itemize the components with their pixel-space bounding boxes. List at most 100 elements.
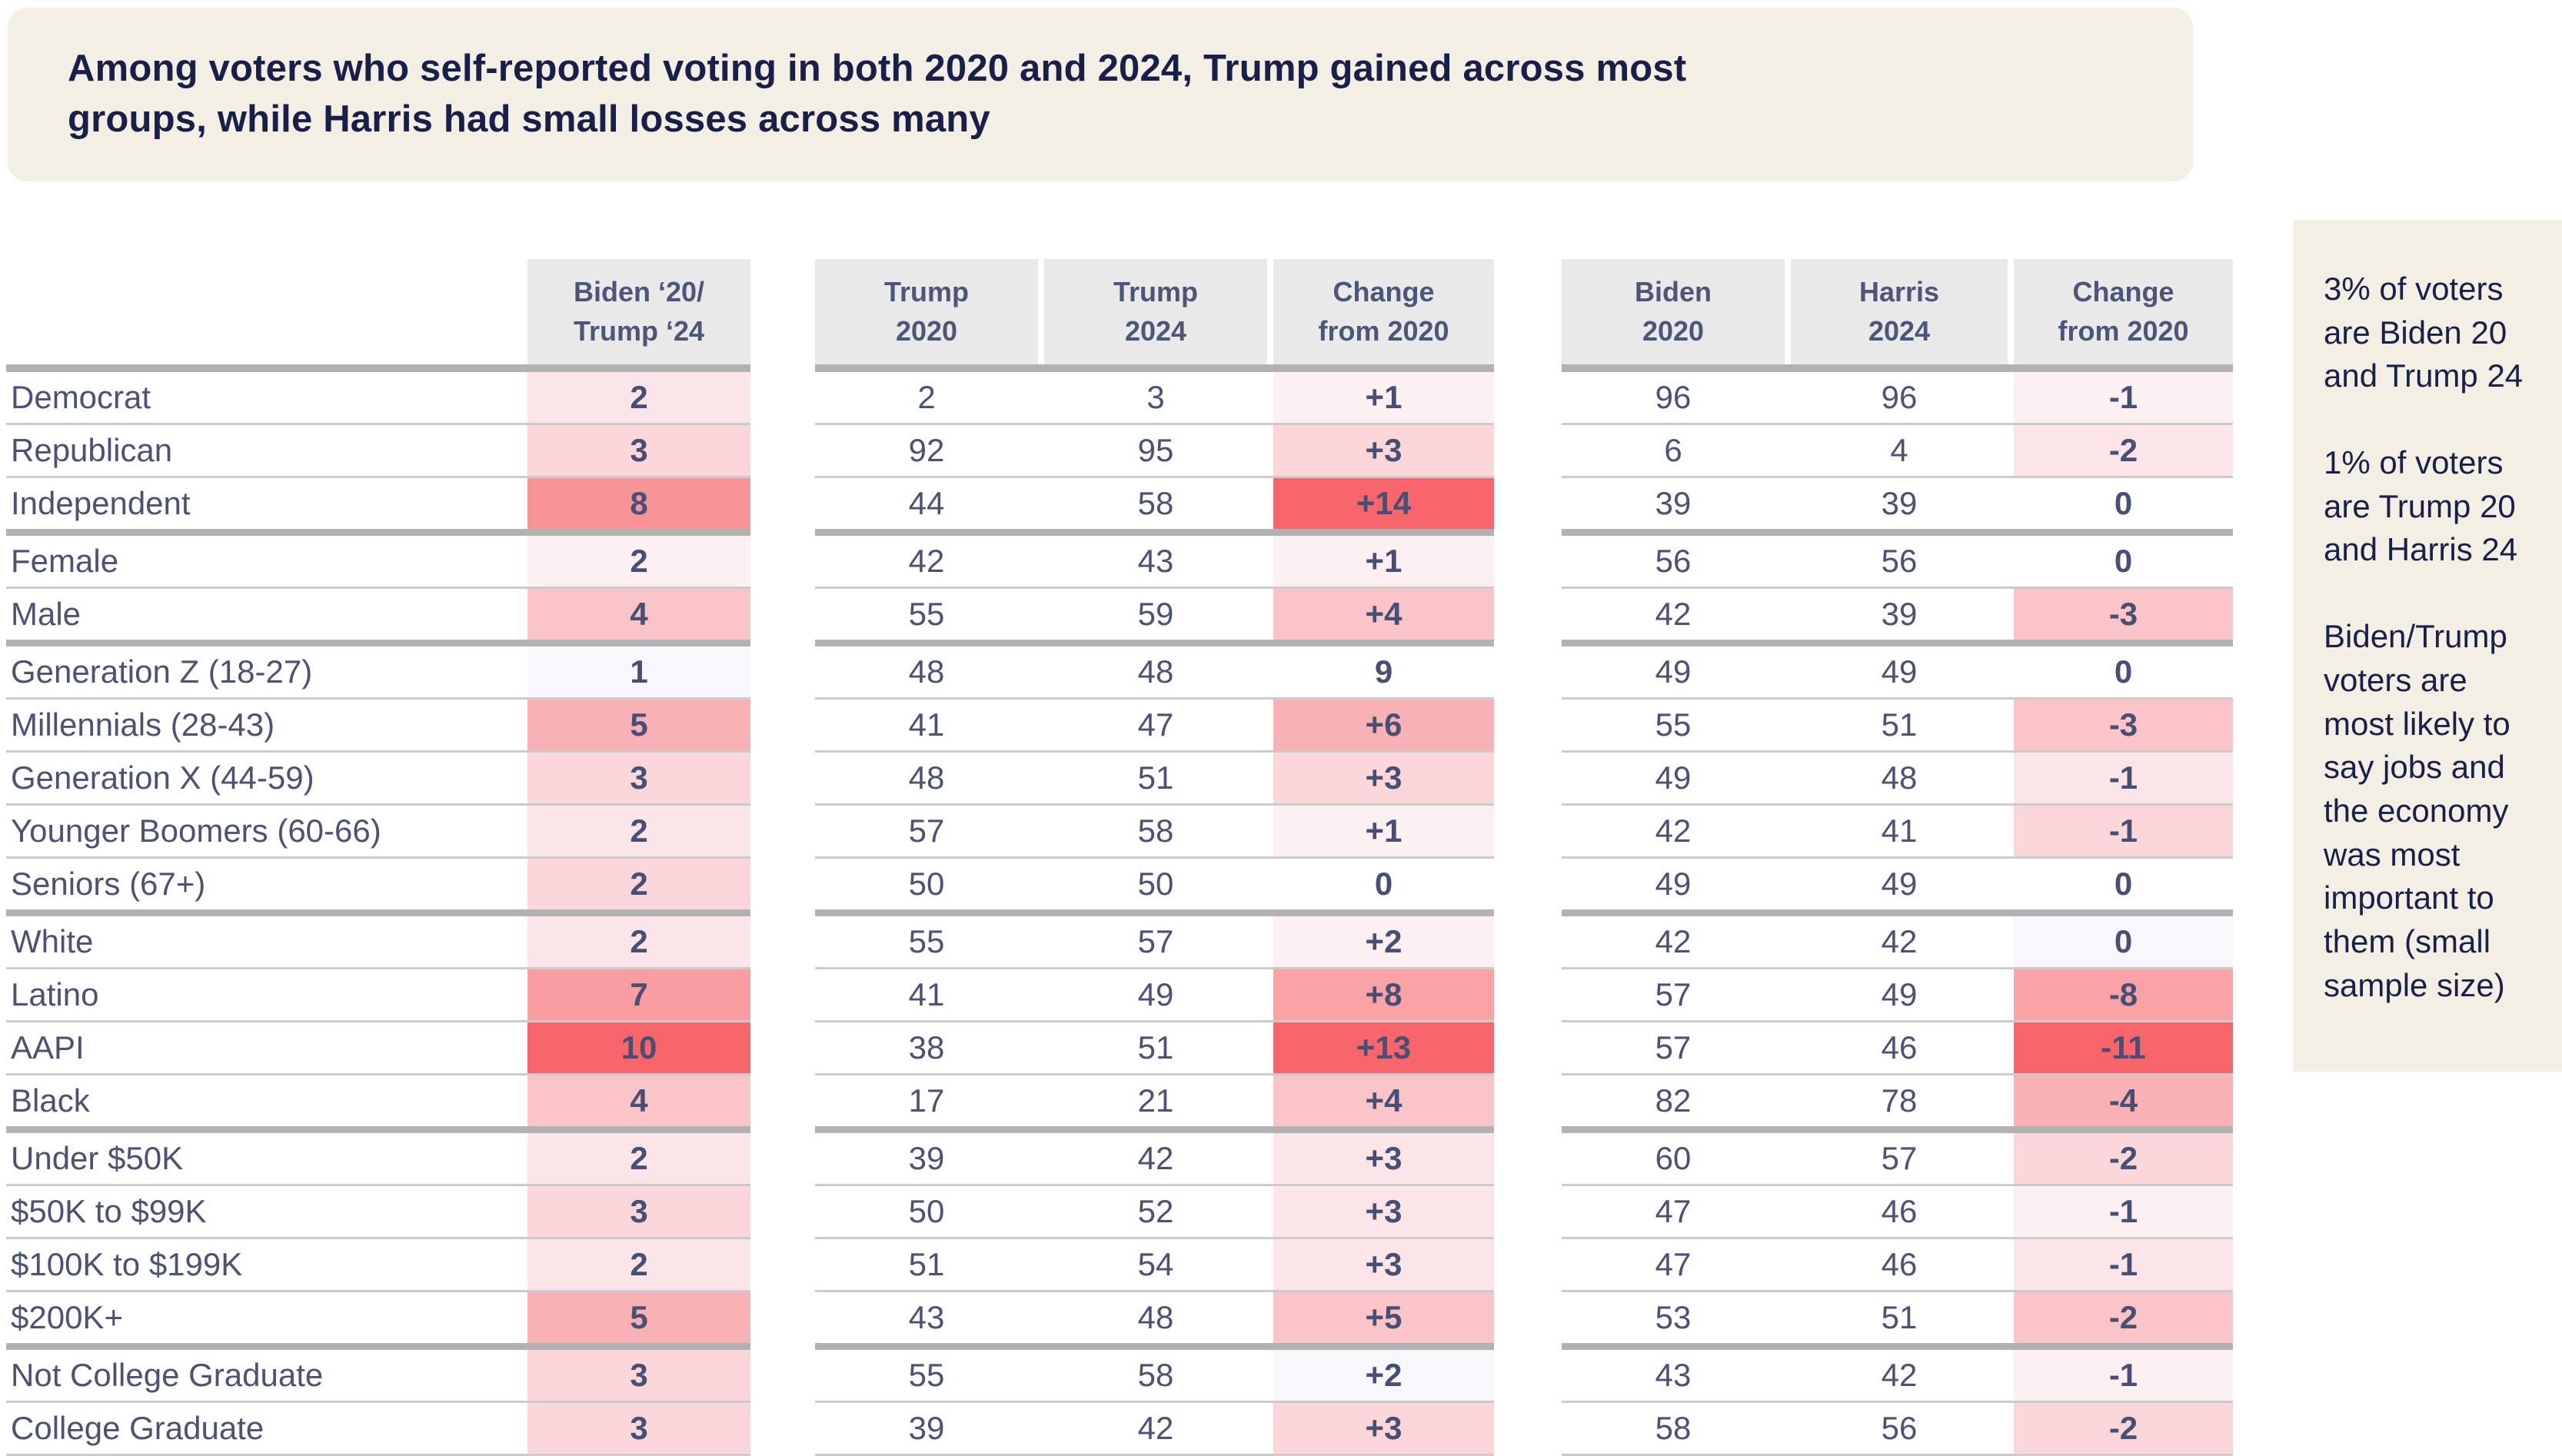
row-label: $50K to $99K: [11, 1193, 207, 1229]
row-separator: [6, 476, 2233, 478]
group-gap: [750, 1239, 815, 1290]
trump-2020-cell: 55: [908, 923, 945, 959]
row-label: Male: [11, 596, 82, 632]
harris-2024-cell: 56: [1881, 543, 1918, 579]
row-label: $100K to $199K: [11, 1246, 243, 1282]
row-separator: [6, 529, 2233, 536]
row-label: Not College Graduate: [11, 1357, 324, 1393]
row-label: $200K+: [11, 1299, 123, 1335]
table-row: Latino 7 41 49 +8 57 49 -8: [6, 969, 2233, 1020]
trump-2024-cell: 3: [1146, 379, 1165, 415]
trump-change-cell: 0: [1273, 859, 1494, 909]
biden20-trump24-cell: 5: [527, 700, 750, 750]
group-gap: [750, 859, 815, 909]
trump-change-cell: +3: [1273, 1403, 1494, 1454]
group-gap: [750, 536, 815, 587]
sidebar-note-1: 3% of voters are Biden 20 and Trump 24: [2324, 271, 2524, 394]
group-gap: [750, 753, 815, 803]
harris-2024-cell: 51: [1881, 1299, 1918, 1335]
group-gap: [1494, 1186, 1562, 1237]
trump-2020-cell: 57: [908, 813, 945, 849]
group-gap: [1494, 372, 1562, 423]
trump-change-cell: +1: [1273, 372, 1494, 423]
group-gap: [1494, 259, 1562, 364]
group-gap: [750, 916, 815, 967]
table-row: $100K to $199K 2 51 54 +3 47 46 -1: [6, 1239, 2233, 1290]
harris-2024-cell: 39: [1881, 485, 1918, 521]
title-banner: Among voters who self-reported voting in…: [8, 8, 2193, 181]
harris-change-cell: -3: [2014, 700, 2233, 750]
trump-2020-cell: 42: [908, 543, 945, 579]
annotation-sidebar: 3% of voters are Biden 20 and Trump 24 1…: [2293, 220, 2562, 1072]
trump-2020-cell: 44: [908, 485, 945, 521]
trump-2020-cell: 41: [908, 976, 945, 1012]
table-row: $50K to $99K 3 50 52 +3 47 46 -1: [6, 1186, 2233, 1237]
row-label: Democrat: [11, 379, 151, 415]
row-separator: [6, 423, 2233, 425]
group-gap: [1494, 478, 1562, 529]
harris-change-cell: -1: [2014, 1350, 2233, 1401]
biden20-trump24-cell: 3: [527, 753, 750, 803]
biden20-trump24-cell: 4: [527, 589, 750, 640]
table-row: Female 2 42 43 +1 56 56 0: [6, 536, 2233, 587]
harris-change-cell: -2: [2014, 1403, 2233, 1454]
group-gap: [750, 1022, 815, 1073]
trump-2020-cell: 2: [917, 379, 936, 415]
header-trump-change: Change from 2020: [1273, 259, 1494, 364]
biden20-trump24-cell: 7: [527, 969, 750, 1020]
table-row: Millennials (28-43) 5 41 47 +6 55 51 -3: [6, 700, 2233, 750]
trump-change-cell: +3: [1273, 1133, 1494, 1184]
group-gap: [1494, 647, 1562, 697]
table-row: Younger Boomers (60-66) 2 57 58 +1 42 41 -1: [6, 806, 2233, 856]
row-label: Generation Z (18-27): [11, 653, 313, 690]
harris-2024-cell: 42: [1881, 1357, 1918, 1393]
harris-change-cell: -8: [2014, 969, 2233, 1020]
vote-shift-table: Biden ‘20/ Trump ‘24 Trump 2020 Trump 20…: [6, 259, 2233, 1456]
table-row: $200K+ 5 43 48 +5 53 51 -2: [6, 1292, 2233, 1343]
row-label: College Graduate: [11, 1410, 265, 1446]
harris-change-cell: 0: [2014, 536, 2233, 587]
biden-2020-cell: 49: [1655, 653, 1692, 690]
sidebar-note-2: 1% of voters are Trump 20 and Harris 24: [2324, 444, 2518, 568]
harris-change-cell: -1: [2014, 1239, 2233, 1290]
row-separator: [6, 1020, 2233, 1022]
biden20-trump24-cell: 2: [527, 806, 750, 856]
biden20-trump24-cell: 3: [527, 1350, 750, 1401]
group-gap: [1494, 536, 1562, 587]
trump-2020-cell: 55: [908, 596, 945, 632]
harris-2024-cell: 46: [1881, 1029, 1918, 1065]
harris-change-cell: -1: [2014, 753, 2233, 803]
row-label: Younger Boomers (60-66): [11, 813, 381, 849]
biden-2020-cell: 58: [1655, 1410, 1692, 1446]
group-gap: [750, 1075, 815, 1126]
trump-2020-cell: 39: [908, 1410, 945, 1446]
harris-2024-cell: 46: [1881, 1246, 1918, 1282]
biden20-trump24-cell: 2: [527, 536, 750, 587]
harris-change-cell: 0: [2014, 916, 2233, 967]
row-separator: [6, 750, 2233, 753]
trump-change-cell: +14: [1273, 478, 1494, 529]
row-separator: [6, 1454, 2233, 1456]
trump-change-cell: +4: [1273, 1075, 1494, 1126]
harris-2024-cell: 39: [1881, 596, 1918, 632]
row-label: Millennials (28-43): [11, 706, 275, 743]
trump-change-cell: 9: [1273, 647, 1494, 697]
harris-2024-cell: 56: [1881, 1410, 1918, 1446]
trump-change-cell: +3: [1273, 1186, 1494, 1237]
group-gap: [1494, 753, 1562, 803]
trump-2024-cell: 58: [1137, 813, 1174, 849]
trump-change-cell: +4: [1273, 589, 1494, 640]
row-separator: [6, 697, 2233, 700]
trump-change-cell: +6: [1273, 700, 1494, 750]
harris-change-cell: 0: [2014, 478, 2233, 529]
group-gap: [750, 425, 815, 476]
trump-2024-cell: 42: [1137, 1140, 1174, 1176]
group-gap: [1494, 1133, 1562, 1184]
row-label: Black: [11, 1082, 90, 1119]
group-gap: [1494, 589, 1562, 640]
harris-change-cell: -3: [2014, 589, 2233, 640]
row-separator: [6, 1290, 2233, 1292]
group-gap: [1494, 969, 1562, 1020]
table-row: AAPI 10 38 51 +13 57 46 -11: [6, 1022, 2233, 1073]
group-gap: [750, 647, 815, 697]
